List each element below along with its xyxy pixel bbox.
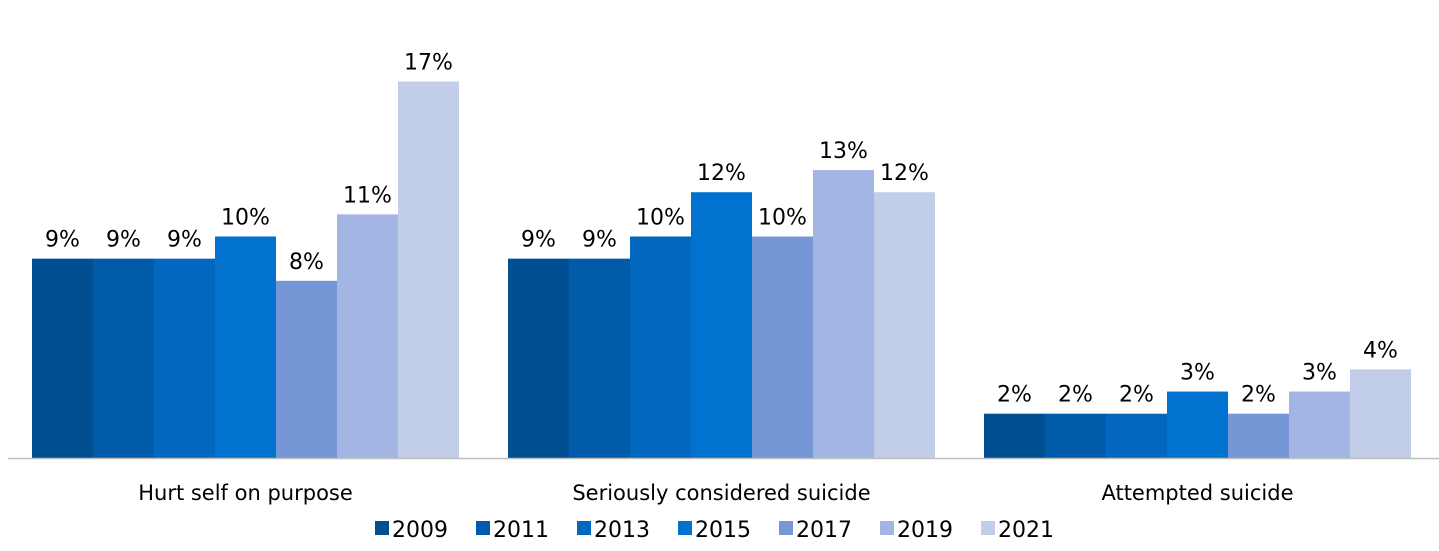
data-label-2015-3: 3% [1180, 361, 1215, 386]
legend-label-2017: 2017 [796, 518, 852, 543]
data-label-2021-1: 17% [404, 50, 453, 75]
bar-2015-1 [215, 236, 276, 458]
bars-group [32, 81, 1411, 459]
data-label-2013-1: 9% [167, 228, 202, 253]
data-label-2017-3: 2% [1241, 383, 1276, 408]
data-label-2017-1: 8% [289, 250, 324, 275]
bar-2021-1 [398, 81, 459, 458]
legend-label-2019: 2019 [897, 518, 953, 543]
legend-swatch-2017 [779, 521, 793, 535]
bar-2009-2 [508, 258, 569, 458]
data-label-2009-1: 9% [45, 228, 80, 253]
legend-swatch-2009 [375, 521, 389, 535]
data-label-2009-3: 2% [997, 383, 1032, 408]
data-label-2021-2: 12% [880, 161, 929, 186]
category-labels-group: Hurt self on purpose Seriously considered… [138, 481, 1293, 505]
bar-2011-3 [1045, 413, 1106, 458]
data-label-2013-2: 10% [636, 206, 685, 231]
legend-label-2021: 2021 [998, 518, 1054, 543]
bar-2013-2 [630, 236, 691, 458]
data-label-2019-2: 13% [819, 139, 868, 164]
legend-swatch-2021 [981, 521, 995, 535]
bar-2011-2 [569, 258, 630, 458]
legend-swatch-2019 [880, 521, 894, 535]
data-label-2019-1: 11% [343, 183, 392, 208]
category-label: Hurt self on purpose [138, 481, 353, 505]
bar-2009-3 [984, 413, 1045, 458]
legend-label-2015: 2015 [695, 518, 751, 543]
bar-2015-3 [1167, 391, 1228, 458]
data-label-2015-2: 12% [697, 161, 746, 186]
data-label-2011-3: 2% [1058, 383, 1093, 408]
bar-2017-2 [752, 236, 813, 458]
legend-swatch-2015 [678, 521, 692, 535]
bar-2015-2 [691, 192, 752, 458]
data-label-2021-3: 4% [1363, 338, 1398, 363]
legend-swatch-2013 [577, 521, 591, 535]
bar-2017-1 [276, 280, 337, 458]
legend-label-2013: 2013 [594, 518, 650, 543]
category-label: Attempted suicide [1101, 481, 1293, 505]
legend: 2009 2011 2013 2015 2017 2019 2021 [375, 518, 1054, 543]
legend-swatch-2011 [476, 521, 490, 535]
bar-2013-1 [154, 258, 215, 458]
data-label-2011-1: 9% [106, 228, 141, 253]
data-labels-group: 9% 9% 9% 10% 8% 11% 17% 9% 9% 10% 12% 10% 13% 12% 2% 2%… [45, 50, 1398, 407]
bar-2009-1 [32, 258, 93, 458]
data-label-2013-3: 2% [1119, 383, 1154, 408]
category-label: Seriously considered suicide [572, 481, 870, 505]
data-label-2009-2: 9% [521, 228, 556, 253]
bar-2011-1 [93, 258, 154, 458]
bar-2019-1 [337, 214, 398, 458]
bar-2017-3 [1228, 413, 1289, 458]
data-label-2017-2: 10% [758, 206, 807, 231]
data-label-2019-3: 3% [1302, 361, 1337, 386]
legend-label-2009: 2009 [392, 518, 448, 543]
data-label-2015-1: 10% [221, 206, 270, 231]
bar-2021-2 [874, 192, 935, 458]
data-label-2011-2: 9% [582, 228, 617, 253]
bar-2019-3 [1289, 391, 1350, 458]
bar-2019-2 [813, 170, 874, 459]
legend-label-2011: 2011 [493, 518, 549, 543]
bar-2013-3 [1106, 413, 1167, 458]
bar-2021-3 [1350, 369, 1411, 458]
